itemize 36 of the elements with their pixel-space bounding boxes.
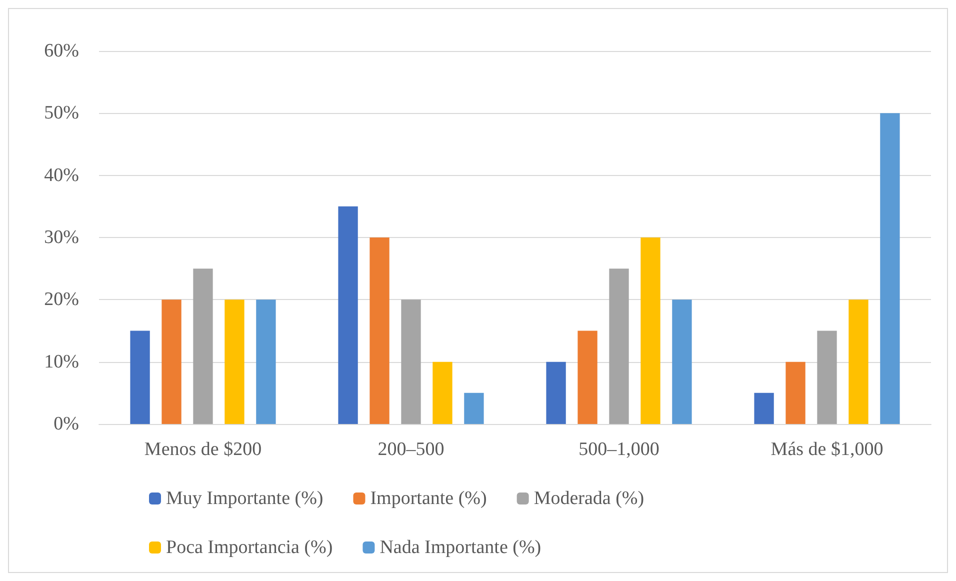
y-tick-label: 30% xyxy=(44,227,80,248)
bar xyxy=(401,300,421,424)
bar xyxy=(786,362,806,424)
legend-label: Muy Importante (%) xyxy=(166,488,324,509)
bar xyxy=(162,300,182,424)
bar xyxy=(640,238,660,424)
bar xyxy=(338,206,358,424)
legend-label: Importante (%) xyxy=(370,488,487,509)
bar xyxy=(370,238,390,424)
x-tick-label: 500–1,000 xyxy=(578,439,660,460)
y-tick-label: 20% xyxy=(44,289,80,310)
y-tick-label: 50% xyxy=(44,102,80,124)
y-tick-label: 60% xyxy=(44,40,80,62)
bar xyxy=(224,300,244,424)
legend-label: Poca Importancia (%) xyxy=(166,537,333,558)
bar xyxy=(848,300,868,424)
bar xyxy=(754,392,774,424)
bar xyxy=(578,330,598,424)
legend-label: Moderada (%) xyxy=(534,488,644,509)
bar xyxy=(464,392,484,424)
x-tick-label: Menos de $200 xyxy=(144,439,262,460)
y-tick-label: 0% xyxy=(54,414,80,434)
legend-label: Nada Importante (%) xyxy=(380,537,542,558)
bar xyxy=(130,330,150,424)
x-tick-label: 200–500 xyxy=(378,439,444,460)
bar xyxy=(672,300,692,424)
bar xyxy=(256,300,276,424)
bar xyxy=(880,113,900,424)
y-tick-label: 40% xyxy=(44,164,80,186)
bar xyxy=(193,268,213,424)
bar xyxy=(817,330,837,424)
bar xyxy=(432,362,452,424)
y-tick-label: 10% xyxy=(44,351,80,372)
bar xyxy=(609,268,629,424)
bar xyxy=(546,362,566,424)
x-tick-label: Más de $1,000 xyxy=(770,439,884,460)
